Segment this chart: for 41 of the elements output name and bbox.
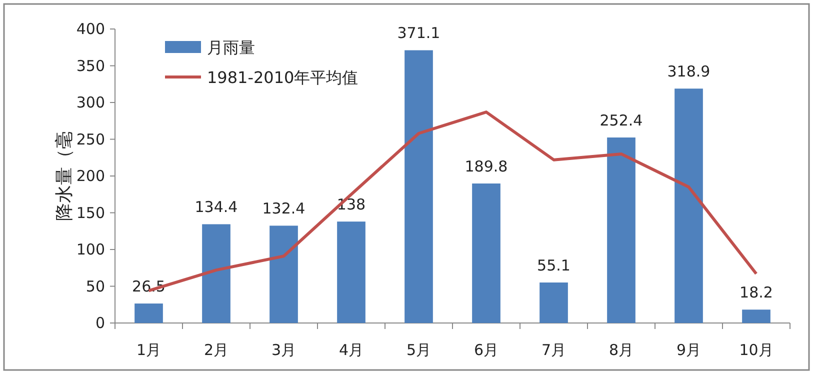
y-tick-label: 350 [76, 56, 105, 75]
x-tick-label: 3月 [271, 341, 296, 359]
y-tick-label: 0 [95, 314, 105, 332]
y-tick-label: 300 [76, 94, 105, 112]
y-tick-label: 50 [86, 277, 105, 296]
x-tick-label: 9月 [676, 341, 702, 359]
x-tick-label: 7月 [541, 341, 566, 359]
bar [202, 224, 230, 323]
bar [742, 310, 770, 323]
y-axis-title: 降水量（毫 [54, 131, 75, 221]
data-label: 189.8 [464, 157, 508, 176]
data-label: 371.1 [397, 24, 440, 42]
legend-label: 月雨量 [207, 38, 255, 57]
bar [472, 183, 500, 323]
x-tick-label: 8月 [608, 341, 634, 359]
y-tick-label: 100 [76, 240, 105, 258]
bar [607, 137, 636, 323]
x-tick-label: 5月 [406, 341, 432, 359]
data-label: 55.1 [537, 256, 570, 274]
data-label: 252.4 [600, 111, 643, 130]
legend-label: 1981-2010年平均值 [207, 68, 358, 87]
x-tick-label: 10月 [739, 341, 774, 359]
y-tick-label: 400 [76, 20, 105, 38]
x-tick-label: 6月 [474, 341, 499, 359]
data-label: 132.4 [262, 200, 306, 218]
y-tick-label: 250 [76, 130, 105, 148]
bar [674, 88, 703, 323]
y-tick-label: 200 [76, 167, 105, 185]
bar [270, 226, 298, 323]
y-tick-label: 150 [76, 204, 105, 222]
bar [540, 282, 568, 323]
data-label: 138 [336, 196, 366, 214]
x-tick-label: 1月 [136, 341, 162, 359]
bar [404, 50, 433, 323]
x-tick-label: 4月 [338, 341, 364, 359]
bar [134, 304, 163, 323]
data-label: 134.4 [194, 198, 238, 216]
data-label: 318.9 [667, 62, 710, 81]
data-label: 18.2 [740, 284, 773, 302]
bar [337, 222, 366, 323]
x-tick-label: 2月 [204, 341, 229, 359]
